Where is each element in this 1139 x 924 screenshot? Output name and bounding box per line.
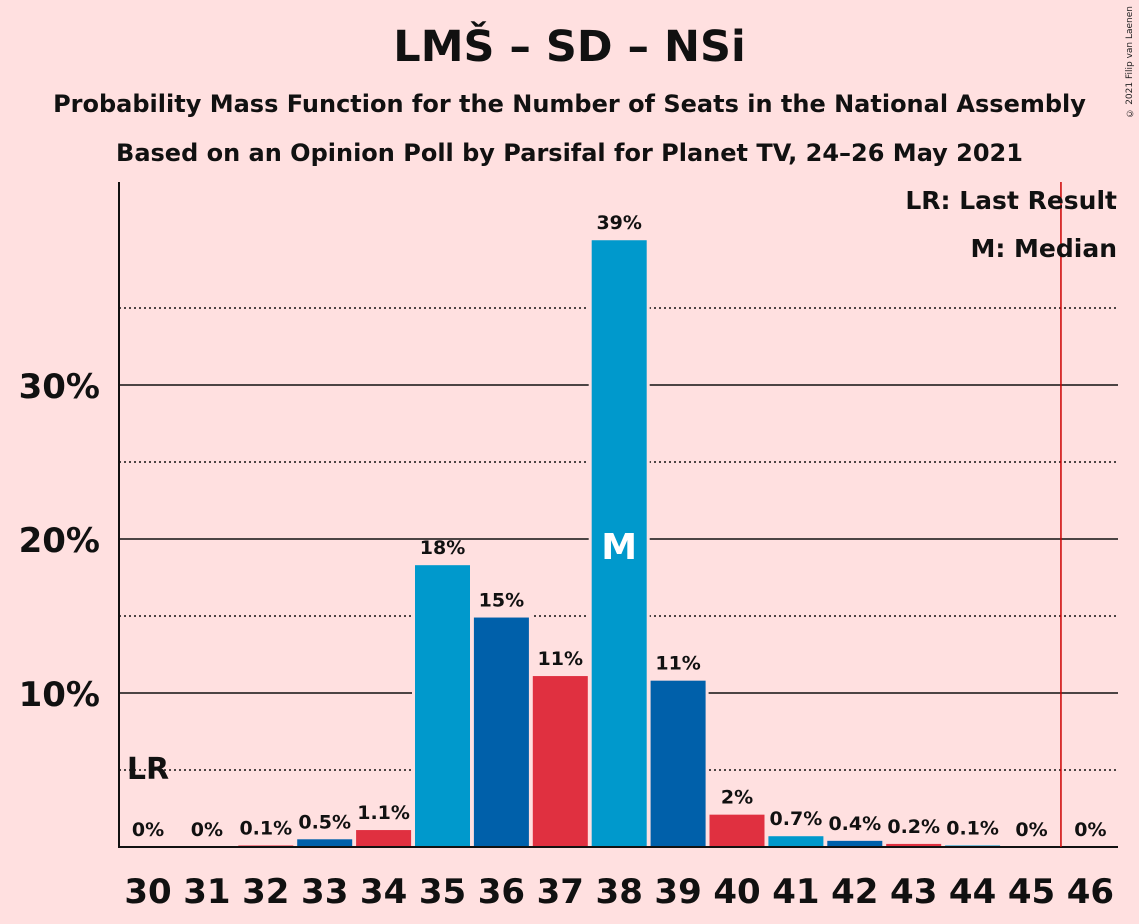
- data-label: 0%: [1015, 819, 1047, 841]
- x-tick-label: 40: [713, 872, 760, 912]
- data-label: 0%: [132, 819, 164, 841]
- data-label: 11%: [538, 648, 583, 670]
- x-tick-label: 46: [1067, 872, 1114, 912]
- legend-median: M: Median: [970, 234, 1117, 263]
- bar: [473, 617, 529, 847]
- x-tick-label: 37: [537, 872, 584, 912]
- x-tick-label: 31: [183, 872, 230, 912]
- median-marker: M: [601, 527, 637, 568]
- bar: [650, 680, 706, 847]
- x-tick-label: 32: [242, 872, 289, 912]
- data-label: 1.1%: [357, 802, 410, 824]
- x-tick-label: 43: [890, 872, 937, 912]
- x-tick-label: 36: [478, 872, 525, 912]
- bar: [709, 814, 765, 847]
- bar: [415, 565, 470, 847]
- bar: [297, 839, 353, 847]
- x-tick-label: 42: [831, 872, 878, 912]
- chart-subtitle-2: Based on an Opinion Poll by Parsifal for…: [116, 139, 1023, 167]
- x-tick-label: 44: [949, 872, 996, 912]
- chart-subtitle-1: Probability Mass Function for the Number…: [53, 90, 1086, 118]
- data-label: 0.1%: [946, 817, 999, 839]
- y-tick-label: 20%: [19, 521, 100, 561]
- y-tick-label: 30%: [19, 367, 100, 407]
- bar: [591, 240, 647, 848]
- data-label: 0.2%: [887, 816, 940, 838]
- data-label: 2%: [721, 787, 753, 809]
- bar: [827, 840, 883, 847]
- x-tick-label: 45: [1008, 872, 1055, 912]
- bar: [768, 836, 824, 847]
- bar: [356, 830, 412, 847]
- data-label: 0.7%: [770, 808, 823, 830]
- bar: [532, 676, 588, 847]
- x-tick-label: 30: [124, 872, 171, 912]
- data-label: 11%: [655, 653, 700, 675]
- x-tick-label: 33: [301, 872, 348, 912]
- data-label: 15%: [479, 590, 524, 612]
- y-tick-label: 10%: [19, 675, 100, 715]
- data-label: 0.5%: [298, 811, 351, 833]
- chart-title: LMŠ – SD – NSi: [393, 22, 746, 72]
- legend-last-result: LR: Last Result: [905, 186, 1117, 215]
- x-tick-label: 35: [419, 872, 466, 912]
- x-tick-label: 41: [772, 872, 819, 912]
- data-label: 39%: [596, 212, 641, 234]
- last-result-marker: LR: [127, 752, 169, 787]
- x-tick-label: 39: [654, 872, 701, 912]
- bar: [886, 843, 942, 847]
- data-label: 18%: [420, 537, 465, 559]
- data-label: 0%: [191, 819, 223, 841]
- data-label: 0%: [1074, 819, 1106, 841]
- data-label: 0.1%: [239, 817, 292, 839]
- x-tick-label: 38: [596, 872, 643, 912]
- data-label: 0.4%: [828, 813, 881, 835]
- x-tick-label: 34: [360, 872, 407, 912]
